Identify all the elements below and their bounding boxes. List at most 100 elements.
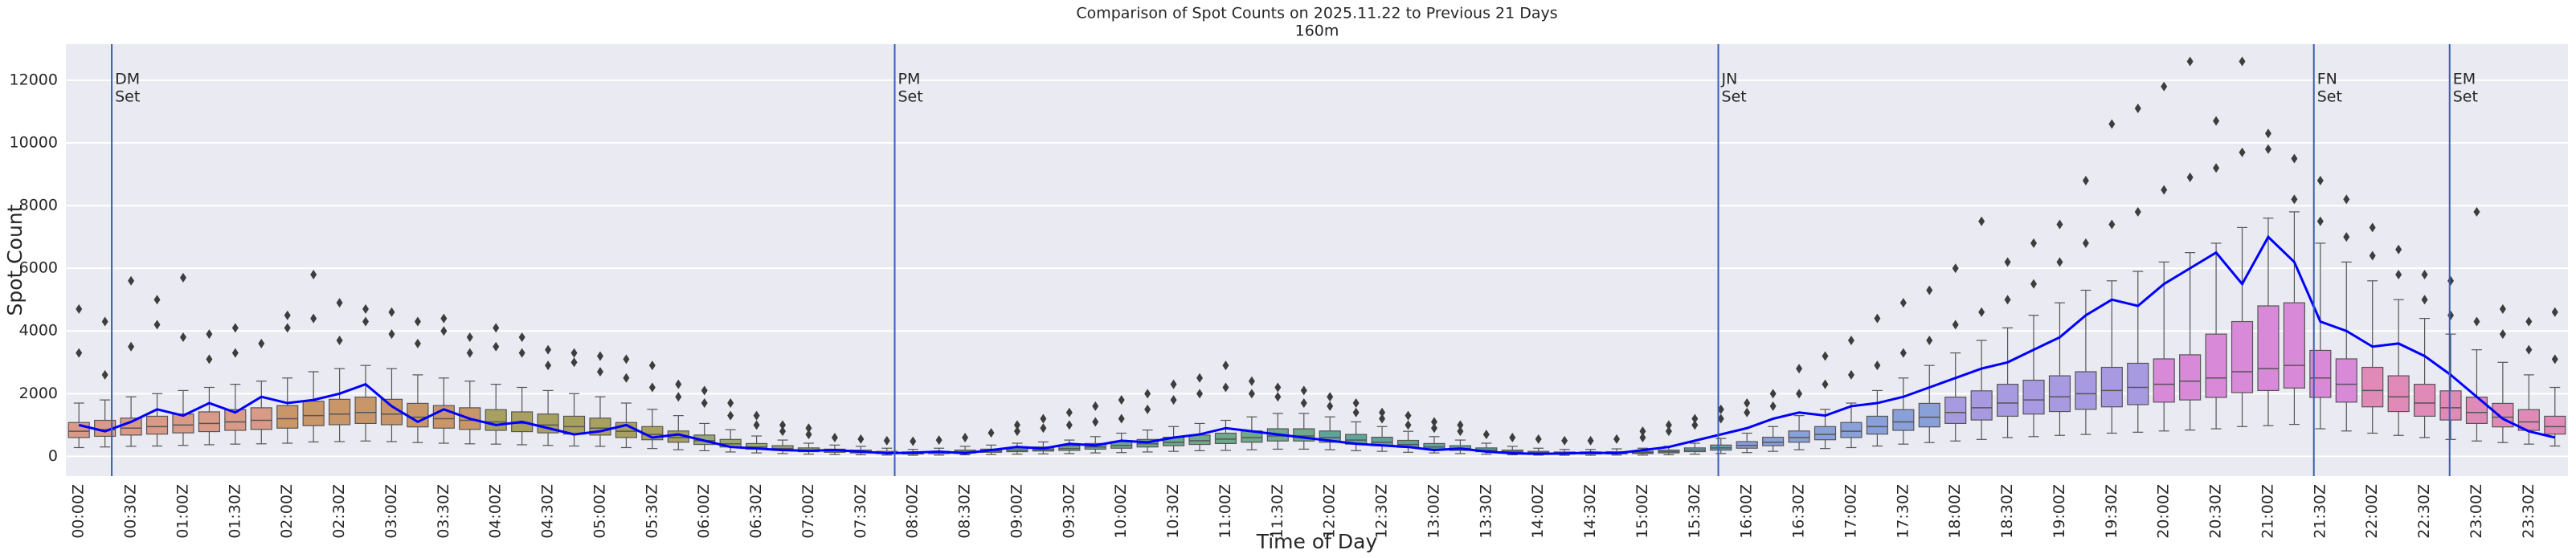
outlier	[1926, 335, 1933, 345]
outlier	[1509, 432, 1516, 442]
x-tick-label: 07:00Z	[799, 484, 817, 539]
annotation-label: JN	[1721, 71, 1738, 88]
y-tick-label: 12000	[10, 71, 58, 88]
outlier	[466, 332, 473, 343]
outlier	[2343, 194, 2350, 205]
outlier	[518, 332, 525, 343]
x-tick-label: 19:00Z	[2051, 484, 2068, 539]
y-tick-label: 6000	[19, 259, 58, 277]
x-tick-label: 14:00Z	[1529, 484, 1547, 539]
x-tick-label: 22:30Z	[2415, 484, 2433, 539]
outlier	[1065, 420, 1073, 430]
annotation-label: Set	[115, 88, 140, 106]
box	[432, 405, 455, 429]
outlier	[1744, 398, 1751, 409]
outlier	[76, 348, 83, 358]
y-tick-label: 8000	[19, 197, 58, 214]
outlier	[1665, 426, 1672, 437]
outlier	[545, 360, 552, 371]
outlier	[1379, 413, 1386, 424]
box	[1762, 436, 1785, 446]
outlier	[2264, 144, 2271, 154]
outlier	[466, 348, 473, 358]
outlier	[1327, 401, 1334, 411]
outlier	[153, 320, 161, 330]
annotation-label: Set	[1722, 88, 1747, 106]
x-tick-label: 07:30Z	[852, 484, 869, 539]
outlier	[362, 316, 370, 327]
box	[2205, 333, 2227, 398]
outlier	[883, 435, 890, 446]
outlier	[935, 435, 942, 446]
outlier	[1691, 413, 1699, 424]
outlier	[1405, 420, 1412, 430]
x-tick-label: 17:00Z	[1842, 484, 1859, 539]
outlier	[284, 310, 291, 320]
outlier	[336, 335, 343, 345]
outlier	[284, 323, 291, 333]
outlier	[310, 269, 317, 279]
outlier	[518, 348, 525, 358]
chart-subtitle: 160m	[1295, 22, 1339, 40]
x-tick-label: 18:30Z	[1998, 484, 2016, 539]
outlier	[128, 275, 135, 286]
outlier	[2551, 354, 2558, 365]
box	[2230, 320, 2254, 393]
outlier	[1040, 423, 1047, 434]
outlier	[753, 420, 760, 430]
outlier	[76, 303, 83, 314]
x-tick-label: 12:00Z	[1321, 484, 1339, 539]
outlier	[2551, 307, 2558, 317]
outlier	[1822, 351, 1829, 361]
outlier	[648, 360, 656, 371]
outlier	[1144, 389, 1151, 399]
outlier	[2316, 175, 2324, 185]
y-tick-label: 2000	[19, 385, 58, 402]
outlier	[1352, 398, 1360, 409]
x-tick-label: 10:00Z	[1112, 484, 1130, 539]
outlier	[1327, 392, 1334, 402]
outlier	[2369, 250, 2376, 261]
box	[302, 401, 325, 426]
box	[1214, 432, 1237, 444]
x-tick-label: 13:30Z	[1477, 484, 1494, 539]
outlier	[1092, 401, 1099, 411]
outlier	[2056, 219, 2063, 230]
outlier	[1769, 389, 1777, 399]
outlier	[831, 432, 838, 442]
outlier	[310, 313, 317, 324]
x-tick-label: 20:00Z	[2155, 484, 2173, 539]
outlier	[2395, 269, 2402, 279]
outlier	[414, 316, 421, 327]
outlier	[1405, 410, 1412, 421]
outlier	[2291, 153, 2298, 164]
outlier	[1847, 369, 1854, 380]
outlier	[414, 338, 421, 348]
outlier	[2473, 316, 2480, 327]
chart-title: Comparison of Spot Counts on 2025.11.22 …	[1076, 5, 1557, 22]
box	[1997, 384, 2019, 417]
box	[2179, 354, 2202, 401]
outlier	[805, 423, 812, 434]
outlier	[1535, 434, 1542, 444]
box	[354, 397, 377, 425]
outlier	[2421, 269, 2428, 279]
outlier	[179, 272, 186, 283]
x-tick-label: 01:30Z	[226, 484, 243, 539]
x-tick-label: 13:00Z	[1425, 484, 1442, 539]
outlier	[2134, 104, 2141, 114]
x-tick-label: 08:30Z	[956, 484, 974, 539]
outlier	[1561, 435, 1568, 446]
outlier	[2056, 257, 2063, 267]
x-tick-label: 16:00Z	[1738, 484, 1756, 539]
outlier	[231, 323, 239, 333]
box	[67, 422, 90, 438]
outlier	[1352, 407, 1360, 417]
outlier	[493, 323, 500, 333]
outlier	[857, 434, 865, 444]
outlier	[2291, 194, 2298, 205]
x-tick-label: 22:00Z	[2363, 484, 2381, 539]
x-tick-label: 09:00Z	[1008, 484, 1025, 539]
x-tick-label: 18:00Z	[1946, 484, 1964, 539]
